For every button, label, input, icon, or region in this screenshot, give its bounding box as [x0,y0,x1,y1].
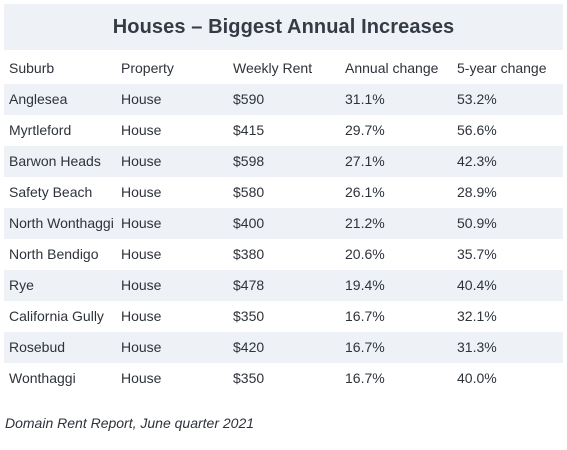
weekly-rent-cell: $415 [228,115,340,146]
rent-table: Suburb Property Weekly Rent Annual chang… [4,53,563,394]
annual-change-cell: 31.1% [340,84,452,115]
weekly-rent-cell: $400 [228,208,340,239]
table-title: Houses – Biggest Annual Increases [112,15,455,38]
table-row: North Bendigo House $380 20.6% 35.7% [4,239,563,270]
annual-change-cell: 20.6% [340,239,452,270]
column-header-property: Property [121,60,174,76]
weekly-rent-cell: $580 [228,177,340,208]
weekly-rent-cell: $420 [228,332,340,363]
suburb-cell: California Gully [4,301,116,332]
table-row: Rye House $478 19.4% 40.4% [4,270,563,301]
column-header-annual-change: Annual change [345,60,439,76]
column-header-suburb: Suburb [9,60,55,76]
table-row: Anglesea House $590 31.1% 53.2% [4,84,563,115]
weekly-rent-cell: $590 [228,84,340,115]
property-cell: House [116,332,228,363]
five-year-change-cell: 28.9% [452,177,563,208]
weekly-rent-cell: $350 [228,301,340,332]
property-cell: House [116,270,228,301]
annual-change-cell: 19.4% [340,270,452,301]
column-header-5-year-change: 5-year change [457,60,547,76]
property-cell: House [116,208,228,239]
five-year-change-cell: 32.1% [452,301,563,332]
table-row: Myrtleford House $415 29.7% 56.6% [4,115,563,146]
column-header-weekly-rent: Weekly Rent [233,60,313,76]
five-year-change-cell: 31.3% [452,332,563,363]
five-year-change-cell: 53.2% [452,84,563,115]
five-year-change-cell: 40.4% [452,270,563,301]
property-cell: House [116,239,228,270]
weekly-rent-cell: $350 [228,363,340,394]
table-row: Rosebud House $420 16.7% 31.3% [4,332,563,363]
five-year-change-cell: 35.7% [452,239,563,270]
table-row: North Wonthaggi House $400 21.2% 50.9% [4,208,563,239]
weekly-rent-cell: $598 [228,146,340,177]
suburb-cell: North Bendigo [4,239,116,270]
suburb-cell: Barwon Heads [4,146,116,177]
property-cell: House [116,301,228,332]
annual-change-cell: 16.7% [340,301,452,332]
suburb-cell: Myrtleford [4,115,116,146]
weekly-rent-cell: $478 [228,270,340,301]
property-cell: House [116,115,228,146]
title-bar: Houses – Biggest Annual Increases [4,4,563,50]
annual-change-cell: 29.7% [340,115,452,146]
property-cell: House [116,146,228,177]
table-row: Barwon Heads House $598 27.1% 42.3% [4,146,563,177]
annual-change-cell: 16.7% [340,363,452,394]
suburb-cell: Anglesea [4,84,116,115]
property-cell: House [116,84,228,115]
annual-change-cell: 16.7% [340,332,452,363]
suburb-cell: Safety Beach [4,177,116,208]
annual-change-cell: 27.1% [340,146,452,177]
five-year-change-cell: 42.3% [452,146,563,177]
weekly-rent-cell: $380 [228,239,340,270]
five-year-change-cell: 56.6% [452,115,563,146]
table-row: California Gully House $350 16.7% 32.1% [4,301,563,332]
table-row: Wonthaggi House $350 16.7% 40.0% [4,363,563,394]
five-year-change-cell: 40.0% [452,363,563,394]
property-cell: House [116,177,228,208]
suburb-cell: Wonthaggi [4,363,116,394]
suburb-cell: North Wonthaggi [4,208,116,239]
source-footnote: Domain Rent Report, June quarter 2021 [5,415,255,431]
table-row: Safety Beach House $580 26.1% 28.9% [4,177,563,208]
suburb-cell: Rosebud [4,332,116,363]
suburb-cell: Rye [4,270,116,301]
property-cell: House [116,363,228,394]
five-year-change-cell: 50.9% [452,208,563,239]
annual-change-cell: 26.1% [340,177,452,208]
annual-change-cell: 21.2% [340,208,452,239]
header-row: Suburb Property Weekly Rent Annual chang… [4,53,563,84]
